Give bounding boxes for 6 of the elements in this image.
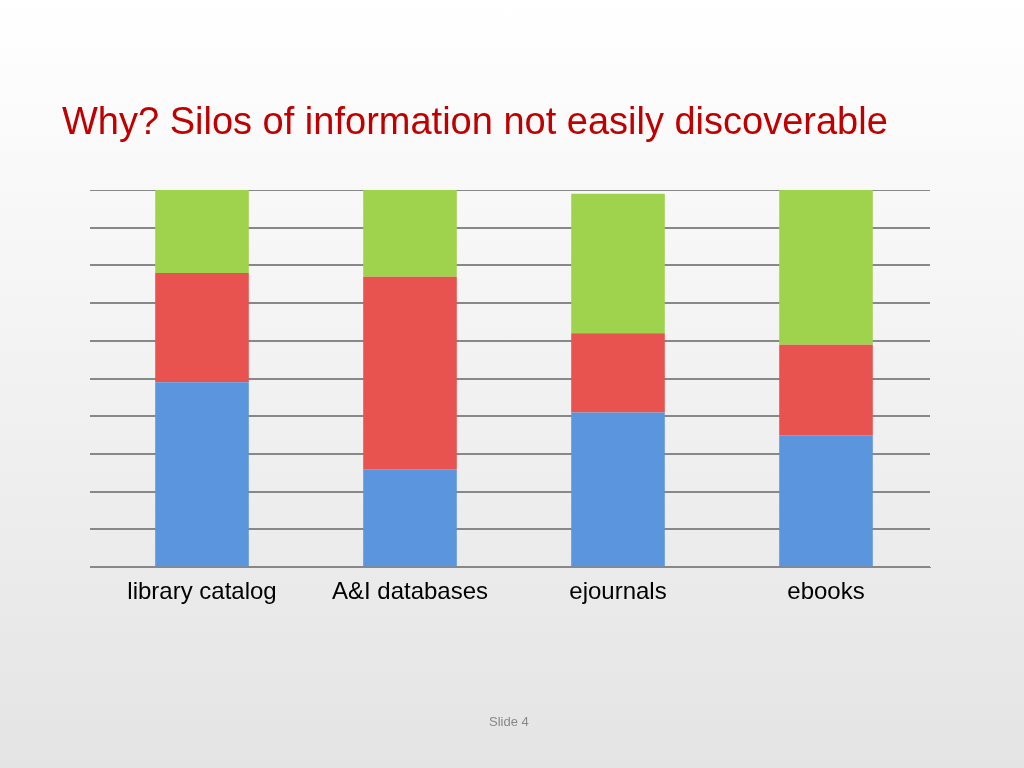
- x-tick-label: ejournals: [569, 577, 667, 605]
- chart-title: Why? Silos of information not easily discoverable: [62, 100, 888, 143]
- x-tick-label: library catalog: [127, 577, 277, 605]
- x-tick-label: A&I databases: [331, 577, 489, 605]
- text: Slide 4: [489, 714, 529, 729]
- x-tick-label: ebooks: [787, 577, 865, 605]
